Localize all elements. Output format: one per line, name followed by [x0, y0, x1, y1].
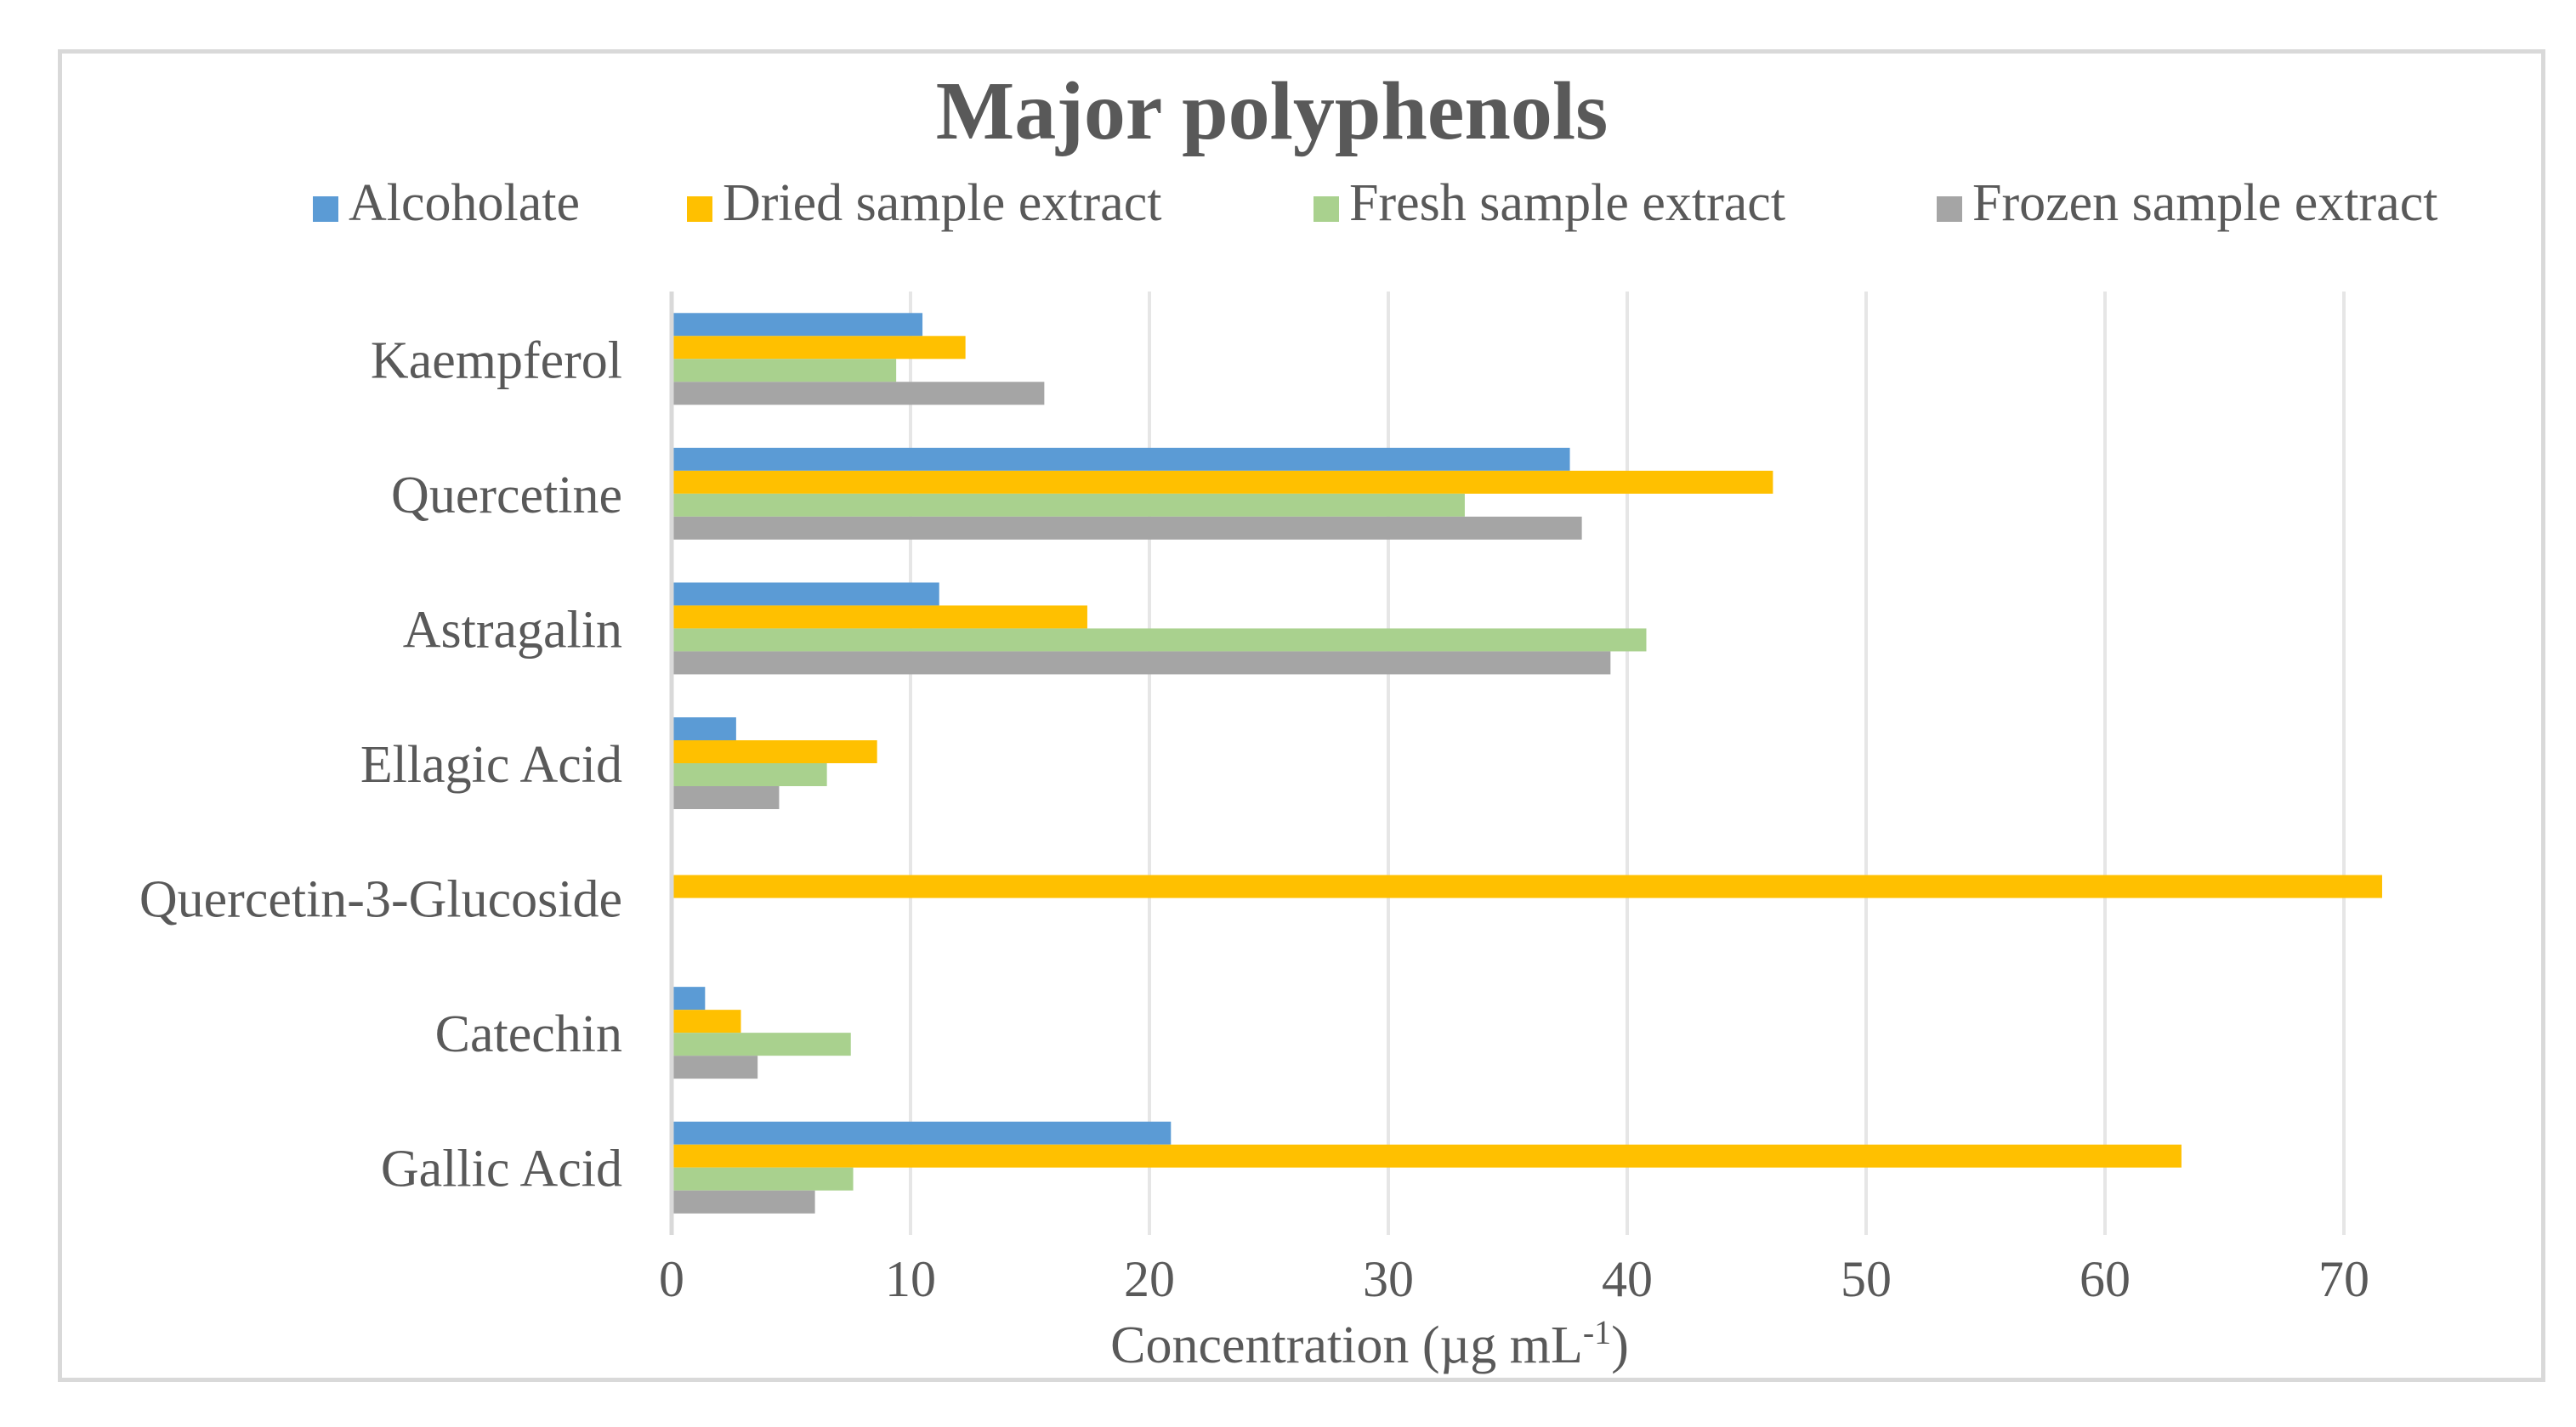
bar-ellagic-acid-0 [672, 717, 736, 740]
bar-kaempferol-2 [672, 359, 897, 382]
category-label-1: Quercetine [391, 467, 622, 524]
x-axis-title-superscript: -1 [1583, 1313, 1611, 1351]
bar-kaempferol-1 [672, 336, 966, 360]
bar-quercetine-0 [672, 447, 1570, 471]
chart-svg: Major polyphenols Alcoholate Dried sample… [139, 65, 2438, 1375]
bar-kaempferol-0 [672, 313, 923, 337]
x-tick-label-60: 60 [2080, 1251, 2131, 1307]
category-label-5: Catechin [435, 1005, 622, 1063]
bar-ellagic-acid-2 [672, 763, 827, 786]
x-axis-title-suffix: ) [1611, 1317, 1629, 1374]
bar-ellagic-acid-3 [672, 786, 780, 809]
legend-label-3: Frozen sample extract [1972, 174, 2437, 232]
bar-astragalin-3 [672, 651, 1611, 675]
category-label-3: Ellagic Acid [360, 736, 622, 794]
tick-labels: 0 10 20 30 40 50 60 70 [659, 1251, 2369, 1307]
legend-label-1: Dried sample extract [723, 174, 1161, 232]
category-label-2: Astragalin [403, 601, 622, 659]
x-tick-label-70: 70 [2318, 1251, 2369, 1307]
x-tick-label-0: 0 [659, 1251, 684, 1307]
bar-kaempferol-3 [672, 382, 1045, 405]
bar-quercetine-1 [672, 470, 1773, 494]
bar-catechin-0 [672, 987, 706, 1011]
legend-swatch-3 [1937, 196, 1962, 222]
category-label-4: Quercetin-3-Glucoside [139, 871, 622, 929]
category-label-0: Kaempferol [371, 331, 622, 389]
x-tick-label-10: 10 [885, 1251, 936, 1307]
x-tick-label-40: 40 [1602, 1251, 1653, 1307]
bar-gallic-acid-2 [672, 1167, 854, 1191]
x-axis-title: Concentration (µg mL-1) [1110, 1313, 1629, 1375]
x-tick-label-50: 50 [1841, 1251, 1892, 1307]
bar-catechin-2 [672, 1033, 851, 1056]
legend-swatch-1 [687, 196, 712, 222]
bar-astragalin-1 [672, 605, 1087, 629]
bar-gallic-acid-3 [672, 1190, 815, 1214]
bar-catechin-3 [672, 1056, 758, 1079]
category-labels: Kaempferol Quercetine Astragalin Ellagic Ac… [139, 331, 622, 1198]
bar-quercetine-2 [672, 493, 1465, 517]
legend-swatch-0 [313, 196, 338, 222]
bar-astragalin-0 [672, 582, 939, 606]
legend: Alcoholate Dried sample extract Fresh samp… [313, 174, 2437, 232]
legend-label-0: Alcoholate [349, 174, 580, 232]
legend-label-2: Fresh sample extract [1349, 174, 1785, 232]
bars [672, 313, 2382, 1214]
chart-title: Major polyphenols [936, 65, 1608, 157]
bar-gallic-acid-1 [672, 1144, 2182, 1168]
bar-quercetine-3 [672, 516, 1582, 540]
legend-swatch-2 [1314, 196, 1339, 222]
bar-gallic-acid-0 [672, 1121, 1172, 1145]
chart-frame: Major polyphenols Alcoholate Dried sample… [58, 49, 2545, 1382]
x-axis-title-main: Concentration (µg mL [1110, 1317, 1583, 1374]
bar-astragalin-2 [672, 628, 1647, 652]
bar-quercetin-3-glucoside-1 [672, 875, 2382, 898]
bar-ellagic-acid-1 [672, 740, 877, 763]
x-tick-label-20: 20 [1124, 1251, 1175, 1307]
bar-catechin-1 [672, 1010, 741, 1033]
category-label-6: Gallic Acid [381, 1141, 622, 1198]
x-tick-label-30: 30 [1363, 1251, 1414, 1307]
gridlines [909, 292, 2346, 1235]
